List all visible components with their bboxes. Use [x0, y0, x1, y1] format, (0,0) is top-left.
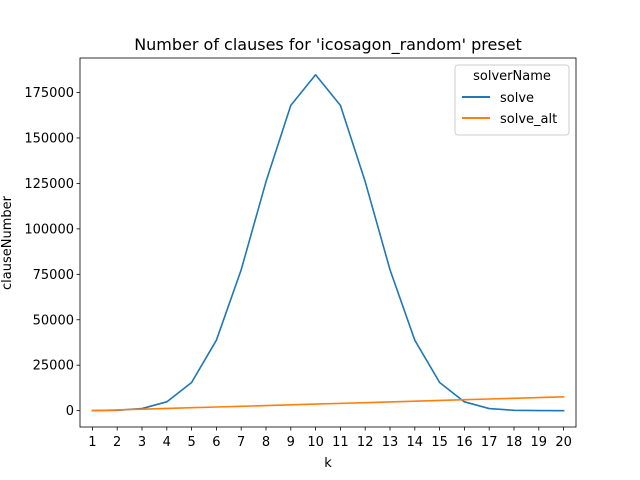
x-tick-label: 16: [456, 435, 473, 450]
x-tick-label: 20: [555, 435, 572, 450]
y-tick-label: 50000: [33, 313, 74, 328]
x-tick-label: 12: [357, 435, 374, 450]
plot-frame: [79, 57, 577, 428]
legend-label-solve: solve: [500, 91, 534, 106]
y-tick-label: 100000: [24, 222, 74, 237]
x-tick-label: 14: [407, 435, 424, 450]
x-axis: 1 2 3 4 5 6 7 8 9 10 11 12 13 14 15 16 17 18 19 20: [88, 427, 572, 450]
x-tick-label: 3: [138, 435, 146, 450]
legend-title: solverName: [473, 69, 551, 84]
x-tick-label: 19: [531, 435, 548, 450]
x-tick-label: 8: [262, 435, 270, 450]
x-tick-label: 9: [287, 435, 295, 450]
x-tick-label: 10: [307, 435, 324, 450]
x-tick-label: 13: [382, 435, 399, 450]
x-tick-label: 4: [163, 435, 171, 450]
y-tick-label: 25000: [33, 359, 74, 374]
series-layer: [91, 74, 565, 412]
y-tick-label: 150000: [24, 131, 74, 146]
x-tick-label: 5: [187, 435, 195, 450]
x-tick-label: 1: [88, 435, 96, 450]
y-axis-label: clauseNumber: [0, 195, 15, 290]
x-tick-label: 7: [237, 435, 245, 450]
x-axis-label: k: [324, 456, 332, 471]
x-tick-label: 17: [481, 435, 498, 450]
y-axis: 0 25000 50000 75000 100000 125000 150000 175000: [24, 86, 80, 419]
y-tick-label: 75000: [33, 268, 74, 283]
x-tick-label: 6: [212, 435, 220, 450]
legend-label-solve-alt: solve_alt: [500, 112, 557, 127]
x-tick-label: 2: [113, 435, 121, 450]
x-tick-label: 18: [506, 435, 523, 450]
y-tick-label: 0: [66, 404, 74, 419]
y-tick-label: 125000: [24, 177, 74, 192]
legend: solverName solve solve_alt: [454, 64, 570, 136]
series-line-solve-alt: [91, 396, 565, 412]
y-tick-label: 175000: [24, 86, 74, 101]
chart-title: Number of clauses for 'icosagon_random' …: [134, 35, 522, 55]
series-line-solve: [91, 74, 565, 412]
x-tick-label: 11: [332, 435, 349, 450]
x-tick-label: 15: [431, 435, 448, 450]
